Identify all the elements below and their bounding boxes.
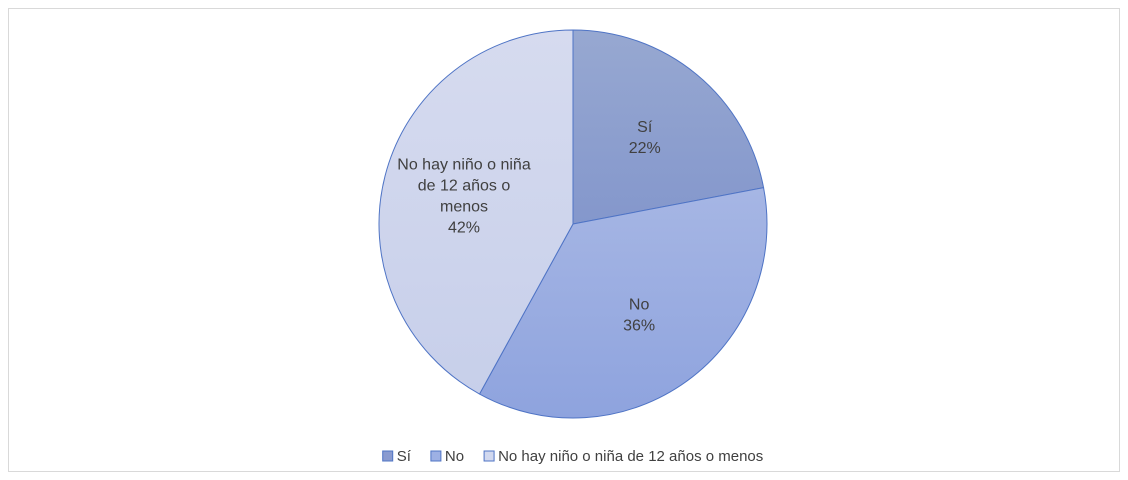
pie-slice-no [478, 187, 768, 419]
pie-slice-si [572, 29, 765, 225]
slice-label-no: No 36% [623, 297, 655, 335]
pie-slice-no-hay-nino-o-nina-de-12-anos-o-menos [378, 29, 574, 395]
pie-slices [378, 29, 768, 419]
slice-label-no-hay-nino-o-nina-de-12-anos-o-menos: No hay niño o niña de 12 años o menos 42% [397, 157, 531, 237]
legend-label-no-hay-nino-o-nina-de-12-anos-o-menos: No hay niño o niña de 12 años o menos [498, 448, 763, 465]
legend-label-no: No [445, 448, 464, 465]
legend-swatch-si [382, 450, 394, 462]
legend: Sí No No hay niño o niña de 12 años o meno… [382, 448, 763, 465]
legend-label-si: Sí [397, 448, 412, 465]
slice-labels: Sí 22% No 36% No hay niño o niña de 12 años o… [397, 119, 660, 335]
legend-swatch-no [430, 450, 442, 462]
legend-swatch-no-hay-nino-o-nina-de-12-anos-o-menos [483, 450, 495, 462]
slice-label-si: Sí 22% [629, 119, 661, 157]
